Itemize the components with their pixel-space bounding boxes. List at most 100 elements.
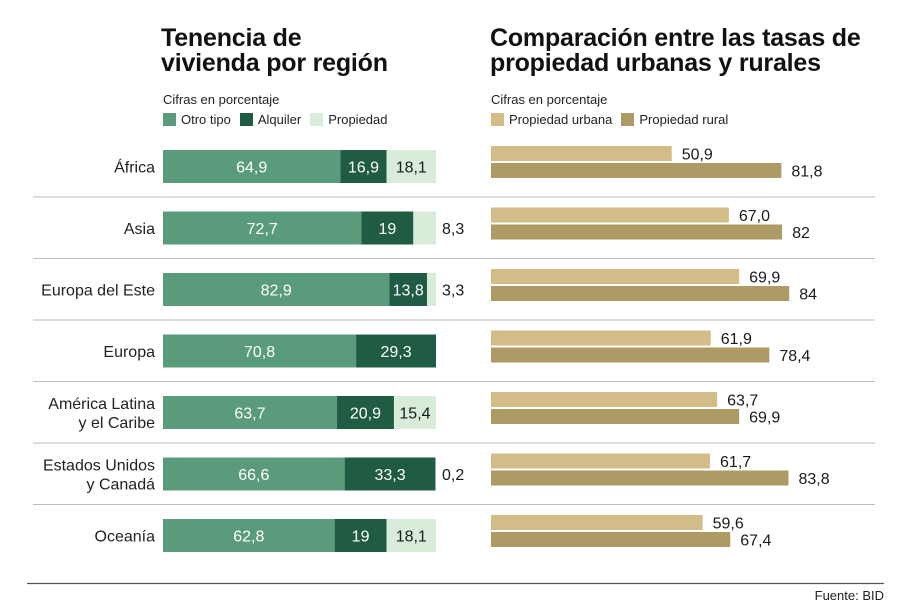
value-label-propiedad-asia: 8,3 <box>442 221 464 238</box>
value-label-alquiler-asia: 19 <box>379 221 397 238</box>
bar-alquiler-europa <box>356 334 436 368</box>
bar-alquiler-america-latina-y-el-caribe <box>336 396 394 429</box>
left-chart-subtitle: Cifras en porcentaje <box>163 92 280 107</box>
bar-propiedad-rural-europa-del-este <box>491 286 790 301</box>
value-label-propiedad-america-latina-y-el-caribe: 15,4 <box>399 406 430 423</box>
bar-propiedad-urbana-europa-del-este <box>491 269 740 284</box>
value-label-alquiler-africa: 16,9 <box>348 160 379 177</box>
value-label-propiedad-rural-europa: 78,4 <box>779 348 810 365</box>
value-label-propiedad-urbana-africa: 50,9 <box>682 147 713 164</box>
value-label-propiedad-europa-del-este: 3,3 <box>442 283 464 300</box>
value-label-propiedad-rural-africa: 81,8 <box>791 164 822 181</box>
value-label-propiedad-rural-asia: 82 <box>792 225 810 242</box>
bar-otro-tipo-europa <box>163 334 357 368</box>
bar-otro-tipo-europa-del-este <box>163 273 390 306</box>
legend-item-alquiler: Alquiler <box>239 112 302 127</box>
bar-propiedad-rural-america-latina-y-el-caribe <box>491 409 740 424</box>
right-chart-title-line1: Comparación entre las tasas de <box>490 24 861 52</box>
value-label-propiedad-africa: 18,1 <box>396 160 427 177</box>
left-chart-title-line2: vivienda por región <box>161 49 388 77</box>
bar-propiedad-urbana-america-latina-y-el-caribe <box>491 392 718 407</box>
bar-propiedad-estados-unidos-y-canada <box>435 457 436 491</box>
value-label-otro-tipo-europa: 70,8 <box>244 344 275 361</box>
bar-alquiler-asia <box>361 211 414 245</box>
bar-propiedad-america-latina-y-el-caribe <box>393 396 436 429</box>
legend-label-otro-tipo: Otro tipo <box>181 112 231 127</box>
legend-swatch-propiedad-urbana <box>491 113 504 126</box>
value-label-otro-tipo-europa-del-este: 82,9 <box>261 283 292 300</box>
legend-swatch-otro-tipo <box>163 113 176 126</box>
value-label-propiedad-urbana-estados-unidos-y-canada: 61,7 <box>720 454 751 471</box>
legend-label-propiedad-rural: Propiedad rural <box>639 112 729 127</box>
bar-propiedad-urbana-oceania <box>491 515 703 530</box>
value-label-propiedad-urbana-america-latina-y-el-caribe: 63,7 <box>727 393 758 410</box>
source-note: Fuente: BID <box>814 588 884 603</box>
bar-otro-tipo-america-latina-y-el-caribe <box>163 396 337 429</box>
bar-propiedad-rural-estados-unidos-y-canada <box>491 470 789 486</box>
value-label-otro-tipo-estados-unidos-y-canada: 66,6 <box>238 467 269 484</box>
bar-propiedad-rural-europa <box>491 347 770 363</box>
legend-item-propiedad-urbana: Propiedad urbana <box>491 112 612 127</box>
value-label-propiedad-urbana-asia: 67,0 <box>739 208 770 225</box>
right-chart-title-line2: propiedad urbanas y rurales <box>490 49 821 77</box>
bar-propiedad-oceania <box>386 519 436 552</box>
legend-swatch-propiedad <box>310 113 324 126</box>
bar-propiedad-asia <box>413 211 436 245</box>
legend-item-otro-tipo: Otro tipo <box>163 112 231 127</box>
value-label-propiedad-urbana-europa: 61,9 <box>721 331 752 348</box>
bar-propiedad-rural-africa <box>491 163 782 178</box>
value-label-propiedad-rural-america-latina-y-el-caribe: 69,9 <box>749 410 780 427</box>
bar-alquiler-oceania <box>334 519 387 552</box>
category-label-estados-unidos-y-canada-line2: y Canadá <box>87 477 156 494</box>
value-label-otro-tipo-america-latina-y-el-caribe: 63,7 <box>234 406 265 423</box>
value-label-otro-tipo-africa: 64,9 <box>236 160 267 177</box>
left-chart-title-line1: Tenencia de <box>161 24 302 52</box>
category-label-europa-del-este: Europa del Este <box>41 283 155 300</box>
legend-label-alquiler: Alquiler <box>257 112 302 127</box>
value-label-propiedad-oceania: 18,1 <box>396 529 427 546</box>
left-chart-title: Tenencia de vivienda por región <box>161 26 388 76</box>
value-label-propiedad-estados-unidos-y-canada: 0,2 <box>442 467 464 484</box>
category-label-asia: Asia <box>124 221 155 238</box>
category-label-europa: Europa <box>103 344 155 361</box>
category-label-oceania: Oceanía <box>95 529 156 546</box>
value-label-alquiler-oceania: 19 <box>352 529 370 546</box>
bar-alquiler-estados-unidos-y-canada <box>344 457 436 491</box>
bar-propiedad-urbana-estados-unidos-y-canada <box>491 453 711 469</box>
bar-otro-tipo-estados-unidos-y-canada <box>163 457 345 491</box>
legend-swatch-propiedad-rural <box>621 113 635 126</box>
bar-propiedad-rural-asia <box>491 224 783 240</box>
bar-otro-tipo-oceania <box>163 519 335 552</box>
bar-propiedad-urbana-africa <box>491 146 672 161</box>
bar-alquiler-africa <box>340 150 387 183</box>
bar-propiedad-europa-del-este <box>426 273 436 306</box>
value-label-otro-tipo-oceania: 62,8 <box>233 529 264 546</box>
bar-propiedad-rural-oceania <box>491 532 731 547</box>
right-chart-legend: Propiedad urbana Propiedad rural <box>491 112 737 127</box>
value-label-propiedad-rural-europa-del-este: 84 <box>799 287 817 304</box>
bar-otro-tipo-africa <box>163 150 341 183</box>
value-label-alquiler-america-latina-y-el-caribe: 20,9 <box>350 406 381 423</box>
bar-propiedad-africa <box>386 150 436 183</box>
category-label-america-latina-y-el-caribe-line2: y el Caribe <box>79 415 156 432</box>
bar-propiedad-urbana-europa <box>491 330 711 346</box>
left-chart-legend: Otro tipo Alquiler Propiedad <box>163 112 397 127</box>
legend-label-propiedad-urbana: Propiedad urbana <box>509 112 613 127</box>
bar-propiedad-urbana-asia <box>491 207 729 223</box>
bar-otro-tipo-asia <box>163 211 362 245</box>
legend-item-propiedad-rural: Propiedad rural <box>621 112 728 127</box>
category-label-america-latina-y-el-caribe-line1: América Latina <box>48 396 155 413</box>
right-chart-title: Comparación entre las tasas de propiedad… <box>490 26 861 76</box>
value-label-alquiler-europa-del-este: 13,8 <box>393 283 424 300</box>
category-label-africa: África <box>114 158 155 177</box>
legend-swatch-alquiler <box>239 113 253 126</box>
value-label-otro-tipo-asia: 72,7 <box>247 221 278 238</box>
right-chart-subtitle: Cifras en porcentaje <box>491 92 608 107</box>
value-label-propiedad-rural-oceania: 67,4 <box>740 533 771 550</box>
value-label-alquiler-europa: 29,3 <box>380 344 411 361</box>
category-label-estados-unidos-y-canada-line1: Estados Unidos <box>43 458 155 475</box>
value-label-propiedad-rural-estados-unidos-y-canada: 83,8 <box>798 471 829 488</box>
legend-item-propiedad: Propiedad <box>310 112 388 127</box>
value-label-propiedad-urbana-oceania: 59,6 <box>713 516 744 533</box>
